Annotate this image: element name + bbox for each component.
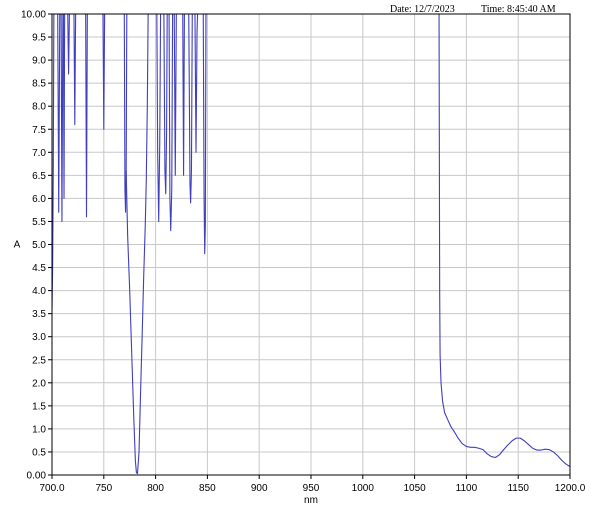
x-tick-label: 750 bbox=[95, 483, 112, 494]
spectrum-segment bbox=[163, 14, 168, 195]
y-tick-label: 6.5 bbox=[32, 171, 46, 182]
y-tick-label: 4.0 bbox=[32, 286, 46, 297]
y-tick-label: 7.5 bbox=[32, 125, 46, 136]
y-tick-label: 1.5 bbox=[32, 401, 46, 412]
spectrum-segment bbox=[438, 14, 570, 468]
x-tick-label: 900 bbox=[251, 483, 268, 494]
y-tick-label: 8.0 bbox=[32, 102, 46, 113]
spectrum-segment bbox=[73, 14, 77, 126]
y-tick-label: 8.5 bbox=[32, 79, 46, 90]
spectrum-segment bbox=[202, 14, 207, 255]
y-tick-label: 2.0 bbox=[32, 378, 46, 389]
y-tick-label: 3.5 bbox=[32, 309, 46, 320]
x-tick-label: 1150 bbox=[507, 483, 529, 494]
x-tick-label: 800 bbox=[147, 483, 164, 494]
spectrum-segment bbox=[168, 14, 174, 232]
spectrum-segment bbox=[182, 14, 185, 176]
header: Date: 12/7/2023 Time: 8:45:40 AM bbox=[0, 4, 600, 18]
y-tick-label: 4.5 bbox=[32, 263, 46, 274]
grid-lines bbox=[52, 14, 570, 475]
x-tick-label: 700.0 bbox=[39, 483, 64, 494]
y-tick-label: 9.0 bbox=[32, 56, 46, 67]
y-tick-label: 0.00 bbox=[27, 471, 47, 482]
spectrum-segment bbox=[173, 14, 177, 176]
y-tick-label: 1.0 bbox=[32, 424, 46, 435]
x-tick-label: 950 bbox=[303, 483, 320, 494]
y-tick-label: 9.5 bbox=[32, 33, 46, 44]
spectrum-segment bbox=[123, 14, 128, 213]
y-tick-label: 6.0 bbox=[32, 194, 46, 205]
x-tick-label: 1000 bbox=[352, 483, 375, 494]
spectrum-segment bbox=[67, 14, 70, 75]
x-tick-label: 1200.0 bbox=[555, 483, 586, 494]
y-tick-label: 5.5 bbox=[32, 217, 46, 228]
x-tick-label: 1100 bbox=[456, 483, 478, 494]
x-axis-label: nm bbox=[304, 495, 318, 506]
x-tick-label: 1050 bbox=[403, 483, 426, 494]
y-tick-label: 0.5 bbox=[32, 447, 46, 458]
spectrum-segment bbox=[60, 14, 64, 222]
x-tick-label: 850 bbox=[199, 483, 216, 494]
y-tick-label: 3.0 bbox=[32, 332, 46, 343]
spectrum-segment bbox=[102, 14, 106, 130]
y-tick-label: 7.0 bbox=[32, 148, 46, 159]
y-axis-label: A bbox=[14, 240, 21, 251]
time-text: Time: 8:45:40 AM bbox=[481, 4, 556, 15]
date-text: Date: 12/7/2023 bbox=[390, 4, 455, 15]
spectrum-segment bbox=[125, 14, 149, 475]
spectrum-segment bbox=[156, 14, 162, 222]
y-tick-label: 5.0 bbox=[32, 240, 46, 251]
spectrum-segment bbox=[194, 14, 199, 153]
y-tick-label: 2.5 bbox=[32, 355, 46, 366]
spectrum-segment bbox=[57, 14, 61, 213]
y-tick-label: 10.00 bbox=[21, 10, 46, 21]
spectrum-segment bbox=[62, 14, 66, 199]
spectrum-segment bbox=[85, 14, 88, 218]
spectrum-segment bbox=[188, 14, 193, 204]
axis-ticks: 0.00 0.5 1.0 1.5 2.0 2.5 3.0 3.5 4.0 4.5 5.0 5.5 6.0… bbox=[21, 10, 586, 495]
